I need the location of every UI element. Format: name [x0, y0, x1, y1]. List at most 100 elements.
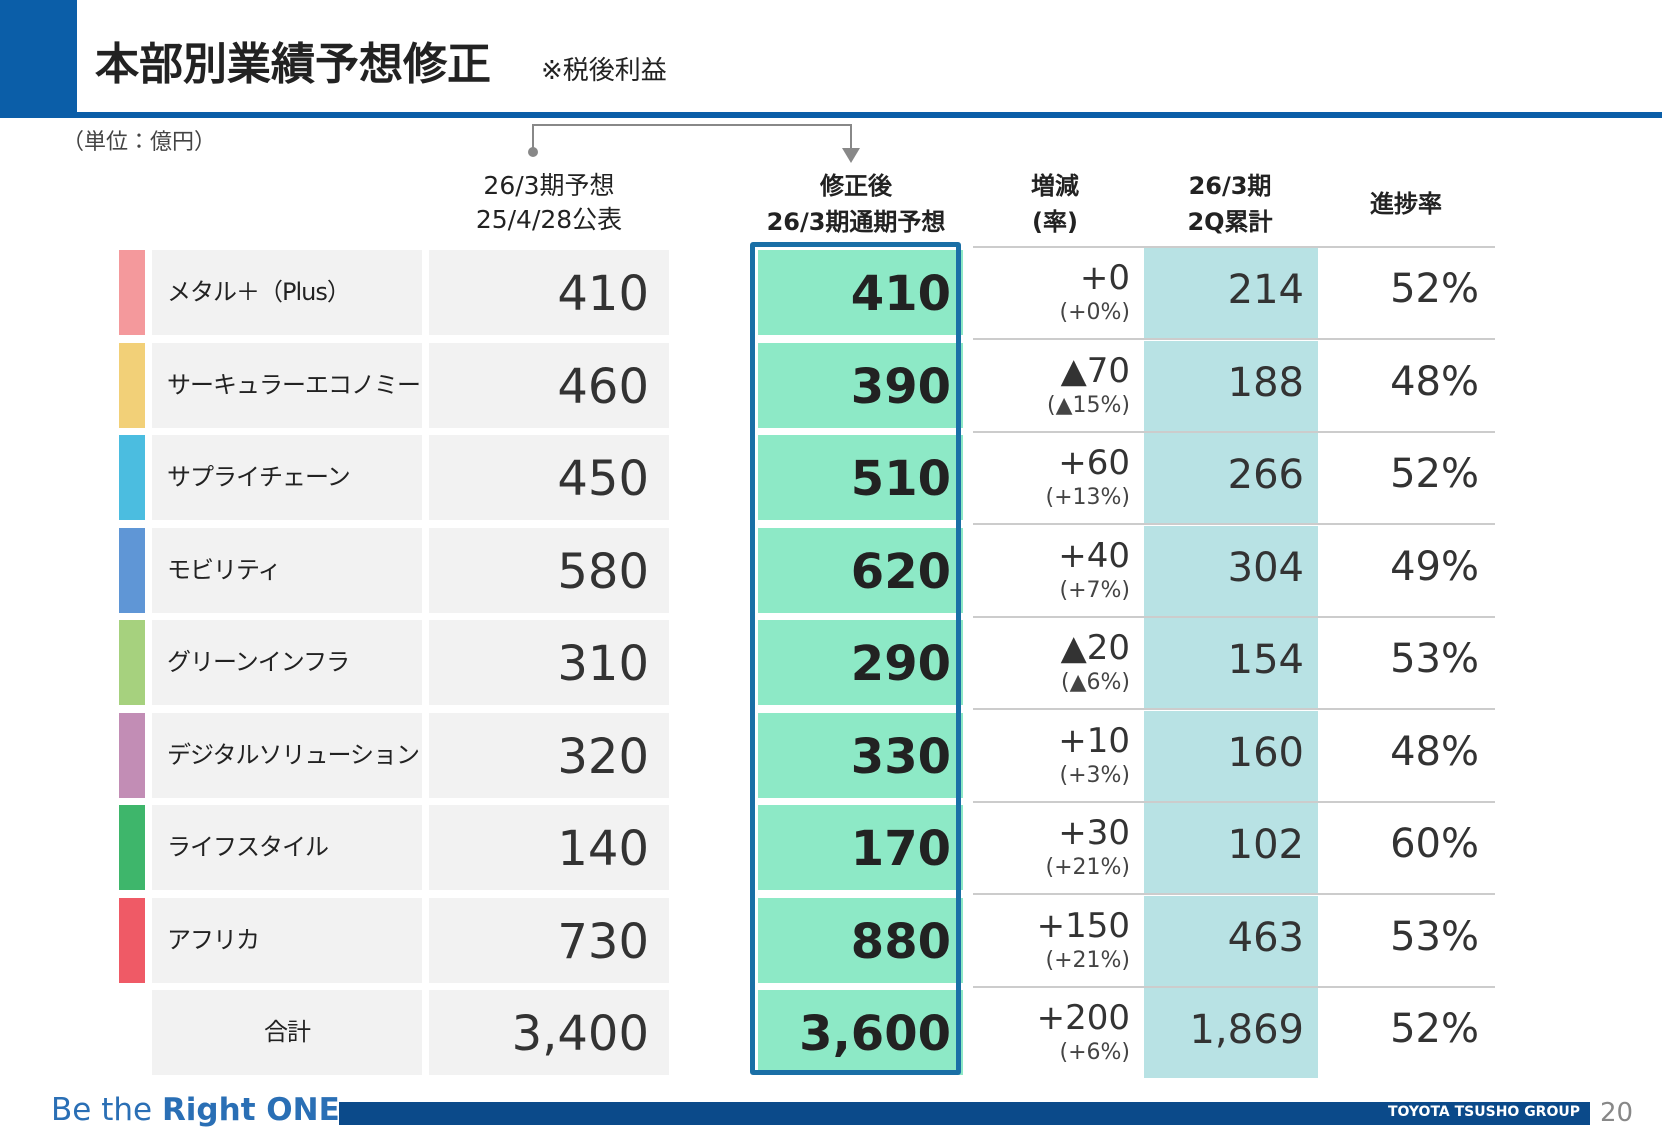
row-rule: [973, 708, 1495, 710]
change-rate: (▲15%): [1047, 392, 1130, 418]
progress-cell: 52%: [1390, 451, 1479, 497]
change-value: ▲20: [1060, 628, 1130, 668]
initial-cell: 450: [429, 435, 669, 520]
revised-cell: 290: [758, 620, 963, 705]
change-rate: (+7%): [1059, 577, 1130, 603]
row-rule: [973, 985, 1495, 988]
row-name: サプライチェーン: [152, 435, 422, 520]
row-name: グリーンインフラ: [152, 620, 422, 705]
row-stripe: [119, 620, 145, 705]
connector-arrow: [842, 148, 860, 163]
row-stripe: [119, 805, 145, 890]
initial-cell: 580: [429, 527, 669, 613]
initial-cell: 410: [429, 250, 669, 335]
row-name: デジタルソリューション: [152, 712, 422, 798]
header-initial-2: 25/4/28公表: [475, 205, 623, 234]
group-name: TOYOTA TSUSHO GROUP: [1387, 1104, 1580, 1120]
revised-cell: 170: [758, 805, 963, 890]
unit: （単位：億円）: [62, 130, 217, 155]
change-rate: (+21%): [1045, 855, 1131, 880]
progress-cell: 53%: [1390, 636, 1479, 682]
row-rule: [973, 893, 1495, 895]
revised-cell: 3,600: [758, 990, 963, 1075]
row-stripe: [119, 712, 145, 798]
row-stripe: [119, 435, 145, 520]
cumulative-cell: 463: [1144, 895, 1318, 986]
header-revised-2: 26/3期通期予想: [766, 208, 946, 236]
connector-dot: [528, 147, 538, 157]
revised-cell: 330: [758, 712, 963, 798]
title: 本部別業績予想修正: [95, 39, 491, 90]
row-name: アフリカ: [152, 897, 422, 983]
revised-cell: 620: [758, 527, 963, 613]
change-rate: (+13%): [1045, 485, 1131, 510]
header-progress: 進捗率: [1370, 190, 1442, 218]
cumulative-cell: 154: [1144, 618, 1318, 708]
row-stripe: [119, 897, 145, 983]
revised-cell: 390: [758, 342, 963, 428]
initial-cell: 460: [429, 342, 669, 428]
header-change-1: 増減: [1031, 172, 1079, 200]
header-initial-1: 26/3期予想: [483, 171, 615, 200]
slogan-b: Right ONE: [161, 1092, 340, 1128]
progress-cell: 52%: [1390, 266, 1479, 312]
row-rule: [973, 338, 1495, 340]
change-value: ▲70: [1060, 350, 1130, 391]
cumulative-cell: 214: [1144, 248, 1318, 338]
cumulative-cell: 160: [1144, 710, 1318, 801]
initial-cell: 310: [429, 620, 669, 705]
progress-cell: 48%: [1390, 728, 1479, 775]
change-value: +0: [1079, 258, 1130, 298]
row-name: ライフスタイル: [152, 805, 422, 890]
slogan: Be the Right ONE: [51, 1092, 340, 1128]
slogan-a: Be the: [51, 1092, 153, 1128]
progress-cell: 48%: [1390, 358, 1479, 405]
header-cum-1: 26/3期: [1188, 172, 1272, 200]
change-value: +150: [1036, 905, 1130, 946]
row-stripe: [119, 342, 145, 428]
connector-line: [532, 124, 852, 152]
change-rate: (+0%): [1059, 300, 1130, 325]
change-value: +60: [1058, 443, 1130, 483]
row-name: メタル＋（Plus）: [152, 250, 422, 335]
header-cum-2: 2Q累計: [1187, 208, 1273, 236]
initial-cell: 140: [429, 805, 669, 890]
subtitle: ※税後利益: [541, 56, 667, 86]
revised-cell: 880: [758, 897, 963, 983]
cumulative-cell: 188: [1144, 340, 1318, 431]
initial-cell: 730: [429, 897, 669, 983]
change-value: +30: [1058, 813, 1130, 853]
progress-cell: 53%: [1390, 913, 1479, 960]
change-rate: (▲6%): [1061, 670, 1130, 695]
initial-cell: 3,400: [429, 990, 669, 1075]
header-rule: [0, 112, 1662, 118]
change-value: +10: [1058, 720, 1130, 761]
row-rule: [973, 430, 1495, 433]
progress-cell: 52%: [1390, 1006, 1479, 1052]
change-rate: (+6%): [1059, 1040, 1130, 1065]
revised-frame: [750, 242, 961, 1075]
row-name: サーキュラーエコノミー: [152, 342, 422, 428]
row-stripe: [119, 527, 145, 613]
change-rate: (+3%): [1059, 762, 1130, 788]
cumulative-cell: 266: [1144, 433, 1318, 523]
revised-cell: 510: [758, 435, 963, 520]
change-value: +40: [1058, 535, 1130, 576]
initial-cell: 320: [429, 712, 669, 798]
revised-cell: 410: [758, 250, 963, 335]
header-change-2: (率): [1032, 208, 1078, 236]
row-rule: [973, 615, 1495, 618]
cumulative-cell: 102: [1144, 803, 1318, 893]
row-rule: [973, 800, 1495, 803]
footer-bar: [339, 1102, 1590, 1125]
header-block: [0, 0, 77, 116]
header-revised-1: 修正後: [820, 172, 892, 200]
cumulative-cell: 1,869: [1144, 988, 1318, 1078]
row-name: 合計: [152, 990, 422, 1075]
row-rule: [973, 523, 1495, 525]
progress-cell: 60%: [1390, 821, 1479, 867]
change-value: +200: [1036, 998, 1130, 1038]
row-name: モビリティ: [152, 527, 422, 613]
